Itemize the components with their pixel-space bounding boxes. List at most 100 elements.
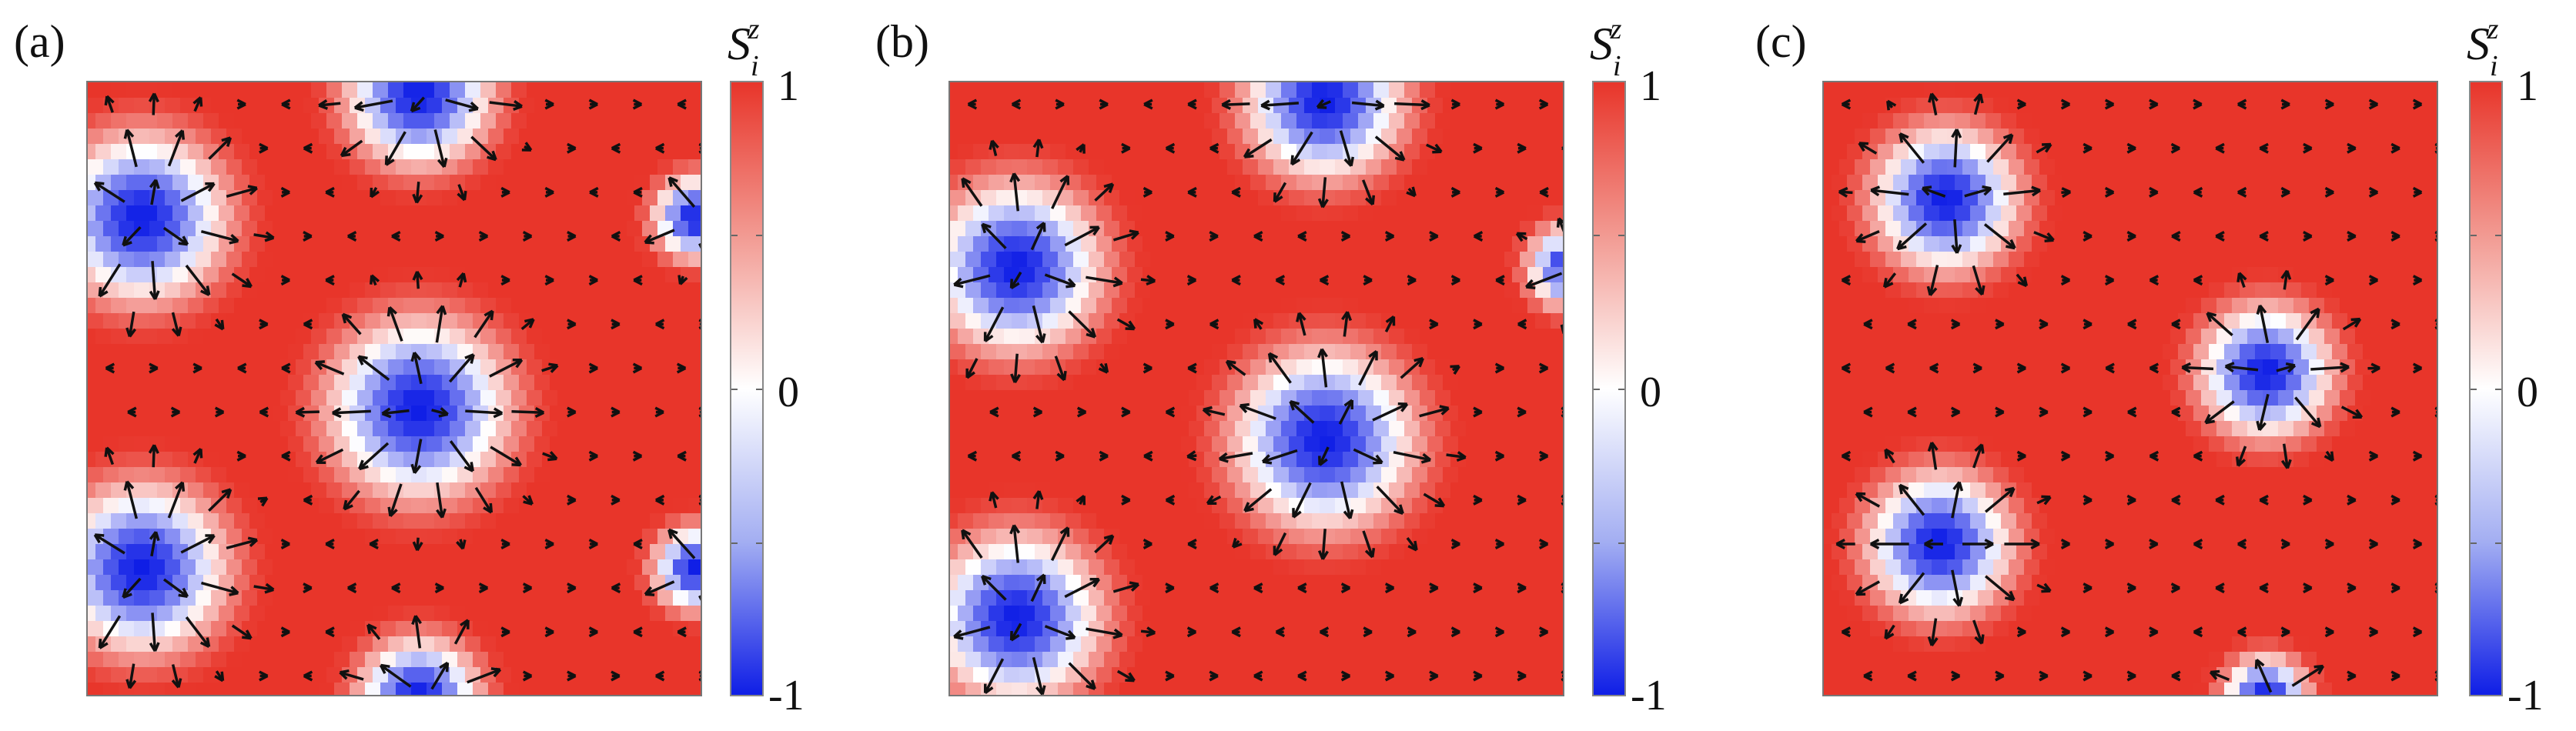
colorbar-sub: i [751,50,759,82]
spin-cell [2417,236,2437,252]
spin-arrow [341,312,362,335]
spin-arrow [1319,626,1330,638]
spin-arrow [1209,582,1219,594]
spin-texture-map [86,81,702,696]
spin-arrow [1292,482,1312,519]
spin-arrow [521,142,533,152]
spin-arrow [231,624,253,640]
spin-arrow [1495,275,1505,286]
spin-arrow [1407,626,1417,638]
spin-cell [2417,513,2437,529]
spin-arrow [1143,450,1153,462]
spin-cell [1551,621,1563,637]
spin-arrow [589,186,599,198]
spin-arrow [989,139,999,157]
spin-arrow [633,275,643,286]
spin-arrow [1098,362,1109,374]
spin-arrow [340,139,363,158]
colorbar-title: Siz [728,13,759,82]
spin-arrow [93,533,125,555]
spin-arrow [698,595,701,601]
spin-cell [688,529,701,545]
spin-arrow [449,440,474,472]
spin-arrow [280,626,290,638]
spin-arrow [677,626,687,638]
spin-cell [688,221,701,237]
spin-arrow [1384,670,1395,682]
spin-arrow [567,670,577,682]
spin-arrow [1086,627,1123,639]
spin-arrow [105,362,115,374]
spin-arrow [226,536,259,549]
spin-cell [1551,313,1563,329]
spin-cell [681,113,701,129]
spin-arrow [434,231,444,242]
spin-arrow [1539,186,1549,198]
spin-arrow [1384,231,1395,242]
colorbar-tick-mid: 0 [778,369,799,416]
spin-arrow [1363,626,1373,638]
spin-arrow [1253,318,1264,330]
spin-arrow [1358,349,1378,386]
spin-arrow [280,186,290,198]
spin-cell [1543,636,1563,653]
spin-arrow [1068,310,1097,339]
spin-arrow [325,186,335,198]
spin-arrow [386,306,403,342]
spin-arrow [1209,142,1219,154]
spin-arrow [989,406,999,418]
spin-arrow [1517,319,1527,330]
spin-cell [2424,252,2437,268]
spin-cell [2417,482,2437,499]
colorbar-sup: z [748,13,760,45]
spin-arrow [1165,406,1176,418]
spin-arrow [226,185,258,198]
spin-arrow [1165,494,1176,506]
spin-arrow [412,270,423,289]
panel-label: (c) [1755,16,1807,67]
spin-arrow [1112,581,1140,593]
spin-arrow [953,626,991,640]
spin-arrow [1064,577,1101,599]
spin-arrow [1253,670,1263,682]
spin-arrow [192,448,203,464]
spin-arrow [1273,182,1287,203]
spin-arrow [1186,275,1197,286]
spin-arrow [1317,348,1328,388]
spin-arrow [1030,573,1046,602]
spin-arrow [1050,526,1070,562]
spin-arrow [632,450,643,462]
spin-arrow [511,406,545,418]
spin-arrow [214,318,225,331]
panel-c: (c) Siz 1 0 -1 [1717,0,2576,731]
spin-arrow [180,182,216,202]
spin-arrow [676,362,687,374]
spin-cell [1551,252,1563,268]
spin-cell [688,590,701,606]
spin-arrow [236,98,246,110]
spin-cell [1543,513,1563,529]
spin-arrow [1187,98,1197,110]
spin-arrow [170,406,181,418]
spin-arrow [1419,405,1450,418]
spin-arrow [1142,362,1153,374]
spin-arrow [303,231,313,242]
spin-cell [1543,298,1563,314]
spin-cell [681,329,701,345]
spin-arrow [257,496,269,507]
spin-cell [2424,159,2437,175]
spin-arrow [611,406,621,418]
spin-arrow [410,96,425,113]
spin-arrow [339,669,364,681]
spin-cell [681,513,701,529]
spin-arrow [467,667,502,684]
spin-arrow [1494,539,1505,549]
spin-arrow [148,92,159,115]
spin-arrow [259,142,269,154]
spin-arrow [953,274,991,289]
spin-arrow [1429,582,1439,594]
spin-arrow [611,231,621,242]
spin-arrow [588,362,598,374]
spin-arrow [544,98,554,110]
spin-arrow [967,450,978,462]
